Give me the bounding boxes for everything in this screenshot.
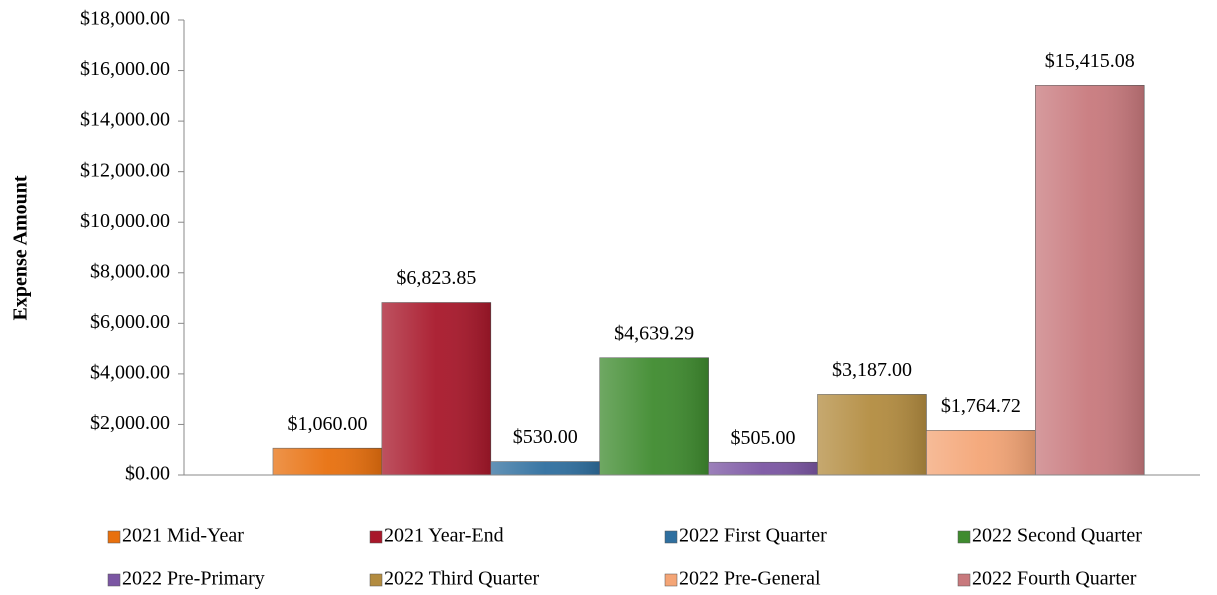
bar xyxy=(1035,85,1145,476)
legend-label: 2022 Second Quarter xyxy=(972,525,1142,547)
legend-swatch xyxy=(369,530,383,544)
y-tick-label: $2,000.00 xyxy=(90,412,170,434)
y-tick-label: $8,000.00 xyxy=(90,260,170,282)
y-tick-label: $6,000.00 xyxy=(90,311,170,333)
legend-label: 2022 Pre-Primary xyxy=(122,568,265,590)
bar xyxy=(490,461,600,476)
bar xyxy=(599,357,709,476)
y-axis-label: Expense Amount xyxy=(10,175,32,320)
y-tick-label: $16,000.00 xyxy=(80,58,170,80)
legend-label: 2022 Fourth Quarter xyxy=(972,568,1137,590)
y-tick-label: $4,000.00 xyxy=(90,361,170,383)
legend-swatch xyxy=(107,530,121,544)
y-tick-label: $14,000.00 xyxy=(80,109,170,131)
y-tick-label: $0.00 xyxy=(125,463,170,485)
legend-swatch xyxy=(664,530,678,544)
y-tick-label: $10,000.00 xyxy=(80,210,170,232)
value-label: $15,415.08 xyxy=(1045,50,1135,72)
value-label: $3,187.00 xyxy=(832,359,912,381)
legend-label: 2021 Mid-Year xyxy=(122,525,244,547)
value-label: $1,060.00 xyxy=(287,413,367,435)
value-label: $6,823.85 xyxy=(396,267,476,289)
bar xyxy=(708,461,818,476)
y-tick-label: $12,000.00 xyxy=(80,159,170,181)
bar xyxy=(817,394,927,476)
value-label: $530.00 xyxy=(513,426,578,448)
legend-label: 2022 Pre-General xyxy=(679,568,821,590)
legend-label: 2022 Third Quarter xyxy=(384,568,539,590)
legend-swatch xyxy=(957,530,971,544)
bar xyxy=(381,302,492,476)
bar xyxy=(272,447,383,476)
legend-label: 2021 Year-End xyxy=(384,525,504,547)
legend-swatch xyxy=(957,573,971,587)
legend-swatch xyxy=(664,573,678,587)
legend-label: 2022 First Quarter xyxy=(679,525,827,547)
legend-swatch xyxy=(107,573,121,587)
value-label: $4,639.29 xyxy=(614,322,694,344)
bar xyxy=(926,430,1036,476)
value-label: $505.00 xyxy=(731,427,796,449)
value-label: $1,764.72 xyxy=(941,395,1021,417)
y-tick-label: $18,000.00 xyxy=(80,8,170,30)
legend-swatch xyxy=(369,573,383,587)
